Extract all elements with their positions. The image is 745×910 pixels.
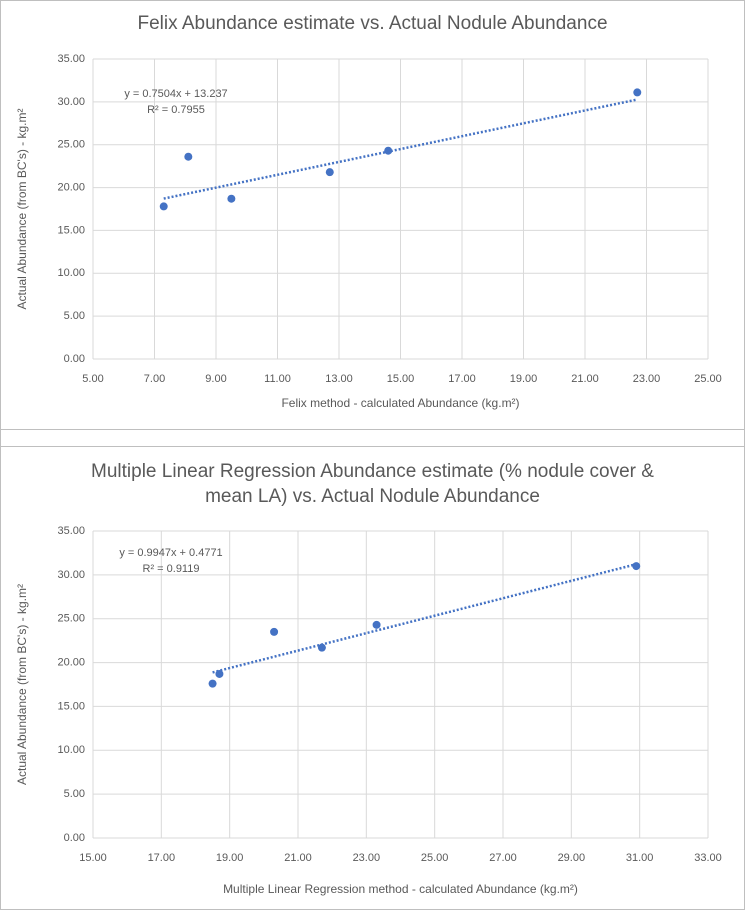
y-tick-label: 25.00 (57, 139, 85, 151)
data-point (227, 194, 236, 203)
r-squared: R² = 0.7955 (147, 104, 205, 116)
x-tick-label: 5.00 (82, 373, 103, 385)
y-tick-label: 0.00 (64, 832, 85, 844)
x-tick-label: 17.00 (448, 373, 476, 385)
x-tick-label: 31.00 (626, 852, 654, 864)
y-tick-label: 30.00 (57, 96, 85, 108)
x-axis-label: Multiple Linear Regression method - calc… (223, 882, 578, 896)
x-tick-label: 27.00 (489, 852, 517, 864)
data-point (325, 168, 334, 177)
x-tick-label: 21.00 (284, 852, 312, 864)
data-point (208, 679, 217, 688)
data-point (159, 202, 168, 211)
x-tick-label: 15.00 (79, 852, 107, 864)
y-tick-label: 5.00 (64, 788, 85, 800)
x-tick-label: 25.00 (421, 852, 449, 864)
y-tick-label: 20.00 (57, 656, 85, 668)
trendline (212, 563, 637, 674)
x-tick-label: 33.00 (694, 852, 722, 864)
separator (1, 429, 744, 447)
y-tick-label: 25.00 (57, 613, 85, 625)
y-tick-label: 5.00 (64, 310, 85, 322)
trendline-equation: y = 0.7504x + 13.237 (124, 88, 227, 100)
x-tick-label: 29.00 (558, 852, 586, 864)
x-tick-label: 23.00 (633, 373, 661, 385)
x-axis-label: Felix method - calculated Abundance (kg.… (281, 396, 519, 410)
chart-title: Felix Abundance estimate vs. Actual Nodu… (137, 13, 608, 34)
data-point (633, 88, 642, 97)
r-squared: R² = 0.9119 (143, 563, 200, 575)
x-tick-label: 23.00 (353, 852, 381, 864)
trendline (163, 98, 638, 200)
data-point (384, 146, 393, 155)
x-tick-label: 25.00 (694, 373, 722, 385)
y-tick-label: 30.00 (57, 569, 85, 581)
x-tick-label: 21.00 (571, 373, 599, 385)
x-tick-label: 19.00 (216, 852, 244, 864)
x-tick-label: 15.00 (387, 373, 415, 385)
data-point (270, 627, 279, 636)
data-point (632, 562, 641, 571)
data-point (317, 643, 326, 652)
x-tick-label: 17.00 (148, 852, 176, 864)
y-axis-label: Actual Abundance (from BC's) - kg.m² (15, 108, 29, 309)
y-tick-label: 10.00 (57, 267, 85, 279)
x-tick-label: 13.00 (325, 373, 353, 385)
chart-title: Multiple Linear Regression Abundance est… (91, 461, 654, 507)
x-tick-label: 19.00 (510, 373, 538, 385)
x-tick-label: 11.00 (264, 373, 291, 385)
data-point (215, 669, 224, 678)
x-tick-label: 7.00 (144, 373, 165, 385)
x-tick-label: 9.00 (205, 373, 226, 385)
y-tick-label: 0.00 (64, 353, 85, 365)
y-tick-label: 20.00 (57, 181, 85, 193)
y-tick-label: 15.00 (57, 700, 85, 712)
data-point (184, 152, 193, 161)
y-tick-label: 35.00 (57, 53, 85, 65)
y-tick-label: 35.00 (57, 525, 85, 537)
data-point (372, 620, 381, 629)
trendline-equation: y = 0.9947x + 0.4771 (119, 547, 222, 559)
y-tick-label: 15.00 (57, 224, 85, 236)
y-axis-label: Actual Abundance (from BC's) - kg.m² (15, 584, 29, 785)
y-tick-label: 10.00 (57, 744, 85, 756)
